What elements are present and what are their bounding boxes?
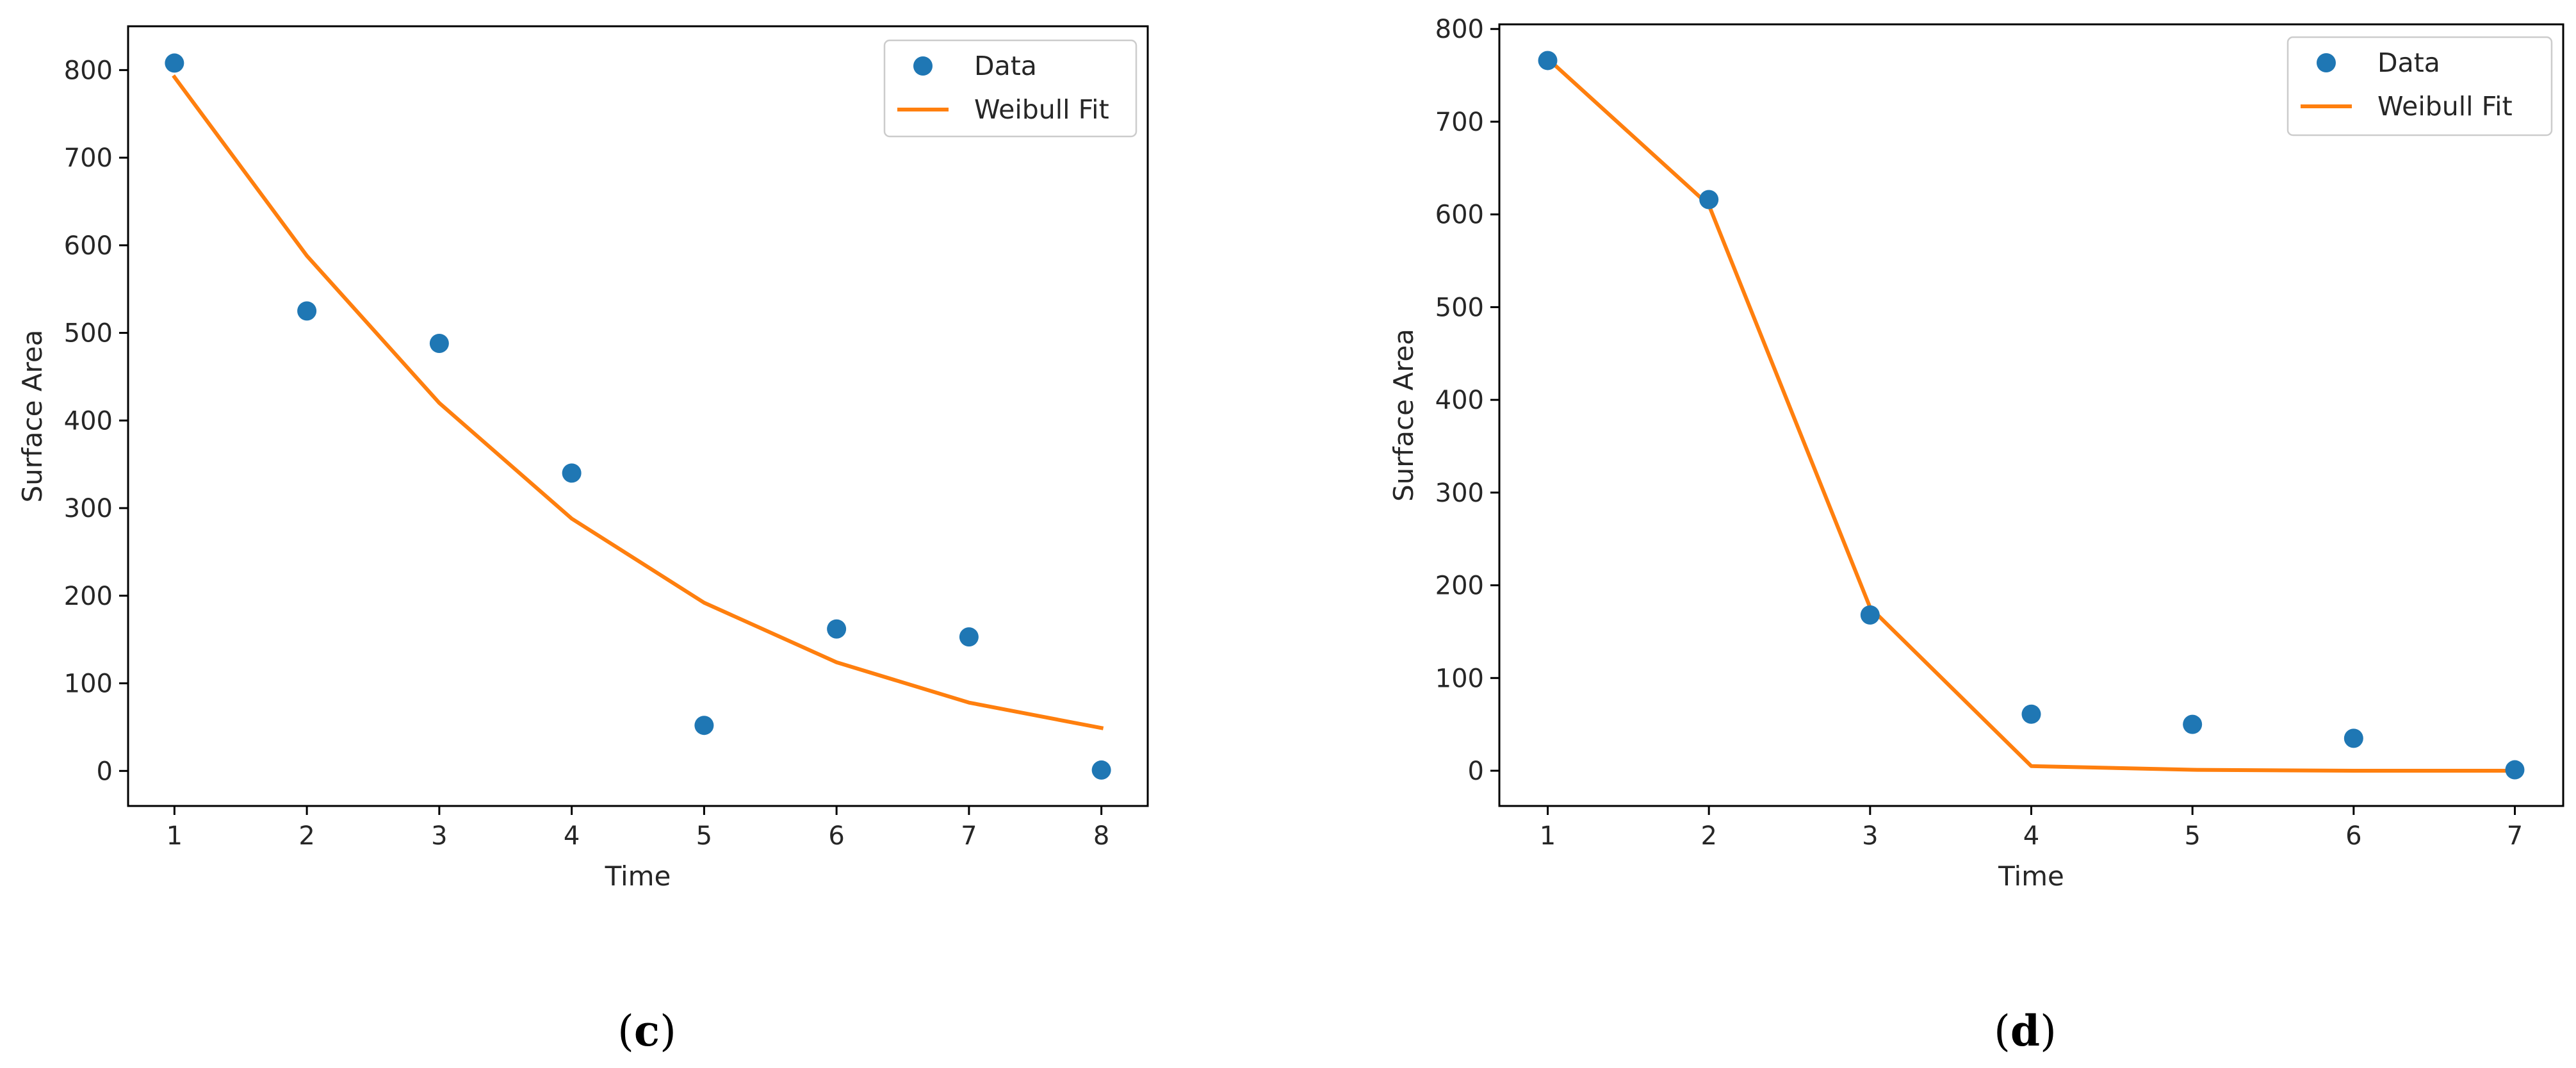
data-point (827, 619, 847, 639)
data-point (2505, 760, 2525, 780)
legend-label-weibull-fit: Weibull Fit (2377, 91, 2513, 122)
y-tick-label: 200 (64, 582, 113, 611)
y-tick-label: 0 (1468, 757, 1484, 786)
x-tick-label: 7 (961, 821, 977, 851)
y-tick-label: 800 (64, 56, 113, 85)
x-tick-label: 5 (696, 821, 712, 851)
y-tick-label: 0 (97, 757, 113, 786)
y-tick-label: 400 (1435, 386, 1484, 415)
x-axis-label: Time (1998, 860, 2064, 892)
legend: Data Weibull Fit (2287, 36, 2553, 136)
y-tick-label: 500 (64, 319, 113, 349)
y-tick-label: 100 (1435, 664, 1484, 693)
data-point (694, 716, 714, 735)
x-tick-label: 1 (1540, 821, 1556, 851)
y-tick-label: 100 (64, 670, 113, 699)
data-point (297, 301, 317, 321)
data-point (429, 334, 449, 354)
series-line-weibull-fit (172, 74, 1104, 730)
data-point (959, 627, 979, 647)
series-line-weibull-fit (1545, 56, 2517, 773)
x-tick-label: 2 (1700, 821, 1716, 851)
y-tick-label: 800 (1435, 15, 1484, 44)
legend-label-weibull-fit: Weibull Fit (974, 94, 1109, 125)
y-axis-label: Surface Area (17, 329, 48, 502)
y-tick-label: 300 (1435, 479, 1484, 508)
y-tick-label: 400 (64, 406, 113, 436)
x-tick-label: 4 (2023, 821, 2039, 851)
x-tick-label: 6 (2345, 821, 2361, 851)
legend-label-data: Data (974, 51, 1037, 81)
data-point (562, 463, 582, 483)
y-tick-label: 700 (64, 144, 113, 173)
y-tick-label: 600 (64, 231, 113, 261)
data-point (2183, 714, 2203, 734)
y-tick-label: 600 (1435, 201, 1484, 230)
data-point (1091, 760, 1111, 780)
y-tick-label: 300 (64, 494, 113, 523)
data-point (1860, 605, 1880, 625)
data-point (165, 53, 184, 73)
panel-caption: (c) (617, 1006, 676, 1056)
legend-label-data: Data (2377, 47, 2440, 78)
plot-frame (1498, 23, 2564, 807)
y-tick-label: 500 (1435, 293, 1484, 322)
x-tick-label: 2 (298, 821, 314, 851)
x-tick-label: 3 (431, 821, 447, 851)
legend-swatch-data (913, 56, 933, 76)
legend: Data Weibull Fit (883, 39, 1137, 138)
legend-box (883, 39, 1137, 138)
data-point (1538, 51, 1558, 70)
x-tick-label: 4 (564, 821, 580, 851)
chart-panel-c: 1 2 3 4 5 6 7 8 0 100 200 300 400 500 600 700 800 Time Sur… (17, 25, 1149, 1056)
data-point (2344, 728, 2363, 748)
data-point (2021, 704, 2041, 724)
legend-box (2287, 36, 2553, 136)
panel-caption: (d) (1994, 1006, 2057, 1056)
x-tick-label: 7 (2507, 821, 2523, 851)
data-point (1699, 190, 1719, 209)
x-tick-label: 1 (167, 821, 183, 851)
plot-frame (127, 25, 1149, 807)
y-axis-label: Surface Area (1388, 329, 1419, 502)
y-tick-label: 700 (1435, 108, 1484, 137)
x-tick-label: 8 (1093, 821, 1109, 851)
legend-swatch-data (2317, 53, 2336, 72)
x-axis-label: Time (605, 860, 671, 892)
chart-panel-d: 1 2 3 4 5 6 7 0 100 200 300 400 500 600 700 800 Time Surf… (1388, 15, 2564, 1056)
x-tick-label: 6 (828, 821, 844, 851)
y-tick-label: 200 (1435, 571, 1484, 601)
x-tick-label: 3 (1862, 821, 1878, 851)
x-tick-label: 5 (2184, 821, 2200, 851)
